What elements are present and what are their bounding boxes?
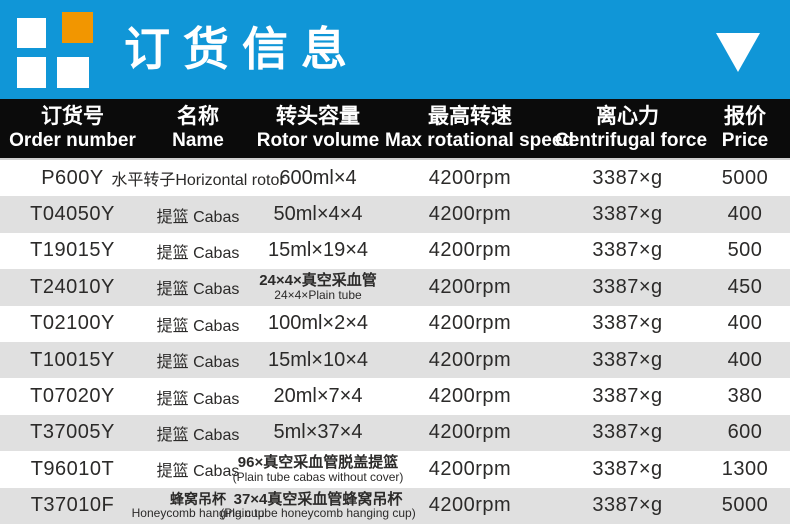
cell-order-number: T96010T [30, 457, 115, 480]
cell-order-number: T37005Y [30, 421, 115, 444]
cell-centrifugal-force: 3387×g [592, 275, 663, 298]
page-title: 订货信息 [124, 22, 360, 75]
cell-order-number: T02100Y [30, 312, 115, 335]
logo-square-bottom-left [17, 57, 46, 88]
cell-order-number: T04050Y [30, 203, 115, 226]
cell-name: 提篮 Cabas [156, 354, 240, 372]
column-header-max-speed: 最高转速 Max rotational speed [385, 104, 574, 151]
cell-max-rotational-speed: 4200rpm [428, 421, 512, 444]
table-row: T24010Y 提篮 Cabas 24×4×真空采血管 24×4×Plain t… [0, 269, 790, 306]
cell-name: 提篮 Cabas [156, 463, 240, 481]
cell-price: 450 [727, 275, 763, 298]
cell-centrifugal-force: 3387×g [592, 239, 663, 262]
table-body: P600Y 水平转子Horizontal rotor 600ml×4 4200r… [0, 160, 790, 524]
cell-max-rotational-speed: 4200rpm [428, 275, 512, 298]
table-row: T19015Y 提篮 Cabas 15ml×19×4 4200rpm 3387×… [0, 233, 790, 269]
table-row: T04050Y 提篮 Cabas 50ml×4×4 4200rpm 3387×g… [0, 196, 790, 233]
table-row: P600Y 水平转子Horizontal rotor 600ml×4 4200r… [0, 160, 790, 196]
cell-name: 提篮 Cabas [156, 244, 240, 262]
cell-name: 提篮 Cabas [156, 208, 240, 226]
cell-centrifugal-force: 3387×g [592, 457, 663, 480]
column-header-centrifugal-force: 离心力 Centrifugal force [555, 104, 708, 151]
table-row: T07020Y 提篮 Cabas 20ml×7×4 4200rpm 3387×g… [0, 378, 790, 414]
brand-logo-icon [0, 0, 110, 99]
table-row: T02100Y 提篮 Cabas 100ml×2×4 4200rpm 3387×… [0, 306, 790, 342]
cell-price: 500 [727, 239, 763, 262]
cell-price: 5000 [721, 494, 769, 517]
cell-max-rotational-speed: 4200rpm [428, 457, 512, 480]
cell-price: 400 [727, 203, 763, 226]
cell-centrifugal-force: 3387×g [592, 166, 663, 189]
cell-rotor-volume: 5ml×37×4 [273, 421, 363, 444]
down-triangle-icon [716, 33, 760, 72]
cell-rotor-volume: 15ml×19×4 [267, 239, 369, 262]
cell-centrifugal-force: 3387×g [592, 348, 663, 371]
cell-order-number: T37010F [30, 494, 115, 517]
logo-square-bottom-right [57, 57, 89, 88]
cell-order-number: P600Y [41, 166, 104, 189]
logo-square-top-left [17, 18, 46, 48]
cell-max-rotational-speed: 4200rpm [428, 239, 512, 262]
cell-centrifugal-force: 3387×g [592, 385, 663, 408]
table-header: 订货号 Order number 名称 Name 转头容量 Rotor volu… [0, 99, 790, 160]
cell-order-number: T10015Y [30, 348, 115, 371]
cell-price: 400 [727, 312, 763, 335]
cell-centrifugal-force: 3387×g [592, 203, 663, 226]
cell-max-rotational-speed: 4200rpm [428, 203, 512, 226]
cell-rotor-volume: 50ml×4×4 [273, 203, 363, 226]
column-header-order-number: 订货号 Order number [9, 104, 136, 151]
cell-order-number: T07020Y [30, 385, 115, 408]
cell-centrifugal-force: 3387×g [592, 494, 663, 517]
cell-centrifugal-force: 3387×g [592, 421, 663, 444]
table-row: T96010T 提篮 Cabas 96×真空采血管脱盖提篮 (Plain tub… [0, 451, 790, 487]
cell-name: 水平转子Horizontal rotor [111, 172, 285, 190]
banner: 订货信息 [0, 0, 790, 99]
cell-price: 1300 [721, 457, 769, 480]
cell-name: 提篮 Cabas [156, 317, 240, 335]
cell-rotor-volume: 20ml×7×4 [273, 385, 363, 408]
cell-rotor-volume: 15ml×10×4 [267, 348, 369, 371]
cell-name: 提篮 Cabas [156, 426, 240, 444]
table-row: T10015Y 提篮 Cabas 15ml×10×4 4200rpm 3387×… [0, 341, 790, 379]
cell-max-rotational-speed: 4200rpm [428, 494, 512, 517]
column-header-name: 名称 Name [172, 104, 224, 151]
cell-name: 提篮 Cabas [156, 390, 240, 408]
cell-rotor-volume: 100ml×2×4 [267, 312, 369, 335]
cell-order-number: T19015Y [30, 239, 115, 262]
column-header-price: 报价 Price [721, 104, 769, 151]
cell-rotor-volume: 37×4真空采血管蜂窝吊杯 (Plain tube honeycomb hang… [220, 490, 416, 521]
cell-name: 提篮 Cabas [156, 281, 240, 299]
cell-order-number: T24010Y [30, 275, 115, 298]
cell-price: 600 [727, 421, 763, 444]
cell-price: 400 [727, 348, 763, 371]
cell-rotor-volume: 96×真空采血管脱盖提篮 (Plain tube cabas without c… [232, 454, 404, 484]
cell-max-rotational-speed: 4200rpm [428, 348, 512, 371]
cell-max-rotational-speed: 4200rpm [428, 312, 512, 335]
cell-price: 380 [727, 385, 763, 408]
cell-centrifugal-force: 3387×g [592, 312, 663, 335]
cell-max-rotational-speed: 4200rpm [428, 166, 512, 189]
logo-square-top-right-orange [62, 12, 93, 43]
cell-name: 蜂窝吊杯 Honeycomb hanging cup [131, 491, 265, 520]
cell-max-rotational-speed: 4200rpm [428, 385, 512, 408]
table-row: T37005Y 提篮 Cabas 5ml×37×4 4200rpm 3387×g… [0, 414, 790, 452]
column-header-rotor-volume: 转头容量 Rotor volume [256, 104, 380, 151]
cell-rotor-volume: 600ml×4 [279, 166, 357, 189]
cell-rotor-volume: 24×4×真空采血管 24×4×Plain tube [259, 272, 377, 302]
table-row: T37010F 蜂窝吊杯 Honeycomb hanging cup 37×4真… [0, 487, 790, 524]
cell-price: 5000 [721, 166, 769, 189]
